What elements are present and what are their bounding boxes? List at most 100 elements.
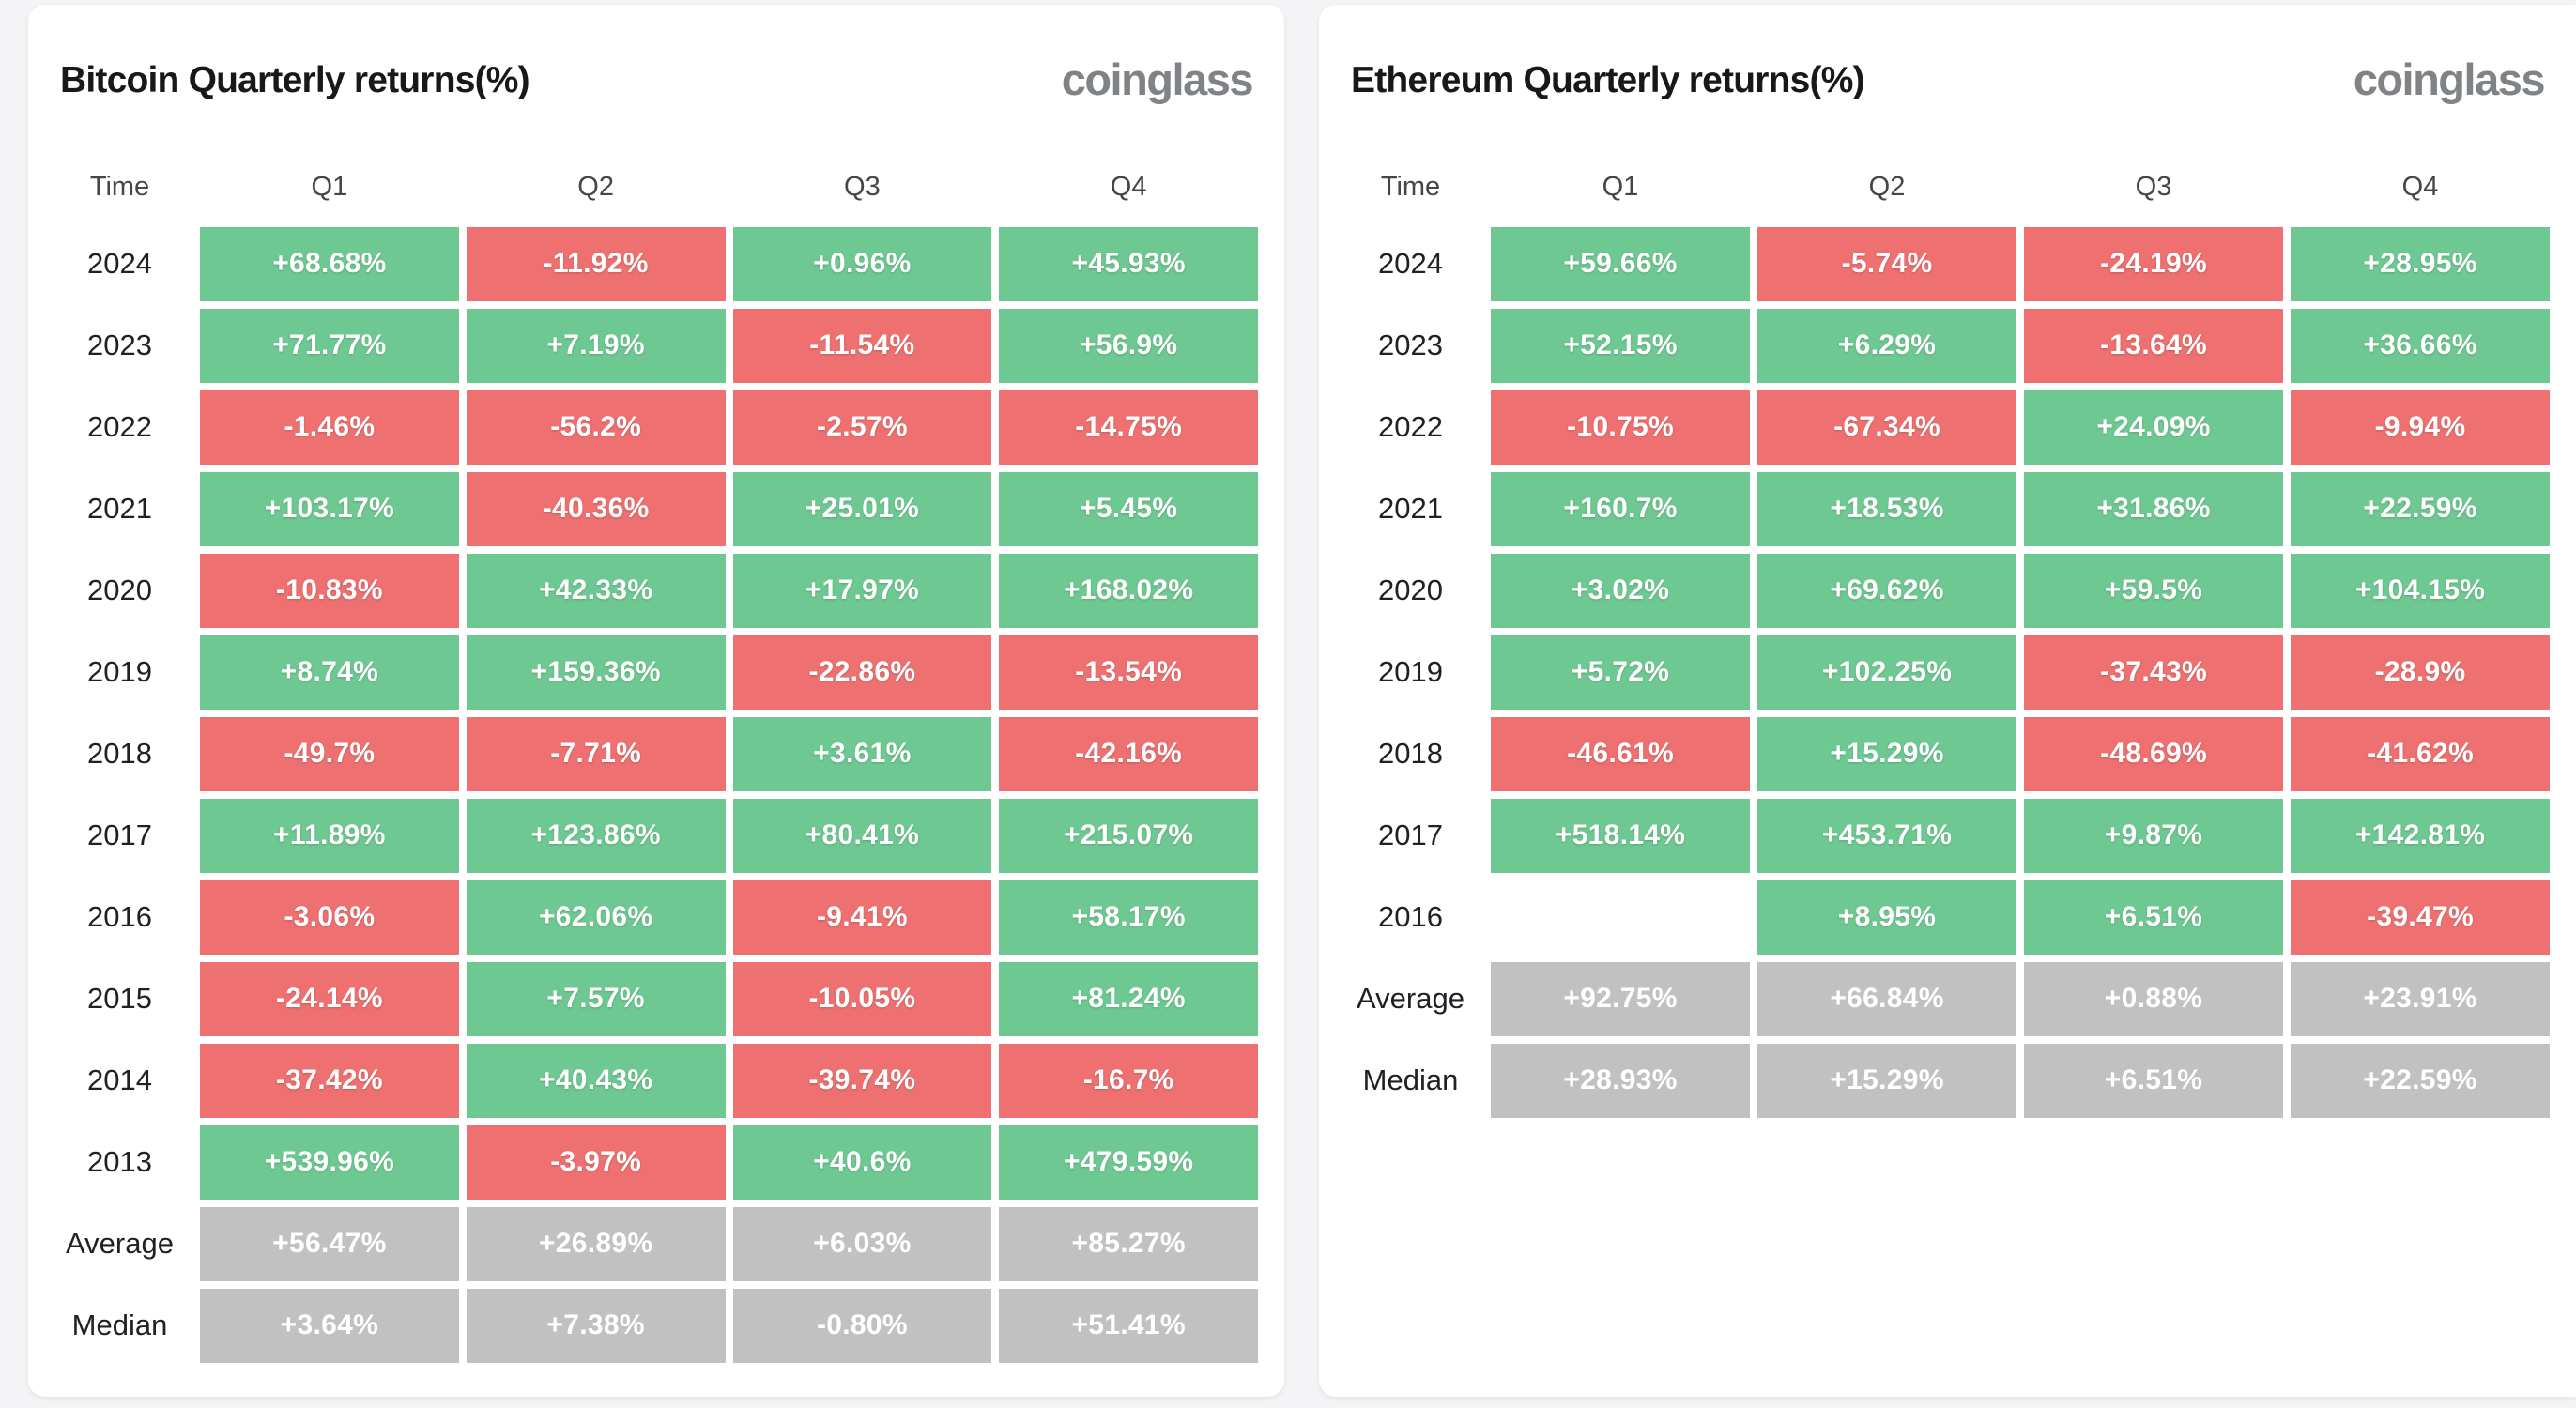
- return-cell: +3.02%: [1491, 553, 1750, 628]
- row-label: 2022: [87, 410, 152, 444]
- row-label: 2021: [87, 492, 152, 526]
- return-cell: +45.93%: [999, 226, 1258, 301]
- coinglass-logo: coinglass: [2353, 54, 2546, 104]
- return-cell: +59.5%: [2024, 553, 2283, 628]
- return-cell: +28.95%: [2291, 226, 2550, 301]
- return-cell: -7.71%: [466, 716, 726, 791]
- bitcoin-returns-table: Time Q1 Q2 Q3 Q4 2024 +68.68% -11.92% +0.96% +45.…: [47, 156, 1258, 1363]
- return-cell: +6.03%: [732, 1206, 992, 1281]
- return-cell: +0.88%: [2024, 961, 2283, 1036]
- return-cell: +80.41%: [732, 798, 992, 873]
- return-cell: -13.64%: [2024, 308, 2283, 383]
- return-cell: -39.47%: [2291, 880, 2550, 955]
- ethereum-returns-table: Time Q1 Q2 Q3 Q4 2024 +59.66% -5.74% -24.19% +28.…: [1338, 156, 2550, 1118]
- return-cell: +104.15%: [2291, 553, 2550, 628]
- return-cell: -48.69%: [2024, 716, 2283, 791]
- row-label: 2018: [1378, 737, 1443, 771]
- return-cell: +26.89%: [466, 1206, 726, 1281]
- row-label: 2019: [1378, 655, 1443, 689]
- row-label: 2023: [1378, 329, 1443, 362]
- return-cell: +24.09%: [2024, 390, 2283, 465]
- return-cell: +7.38%: [466, 1288, 726, 1363]
- time-column-header: Time: [1380, 172, 1441, 203]
- return-cell: -39.74%: [732, 1043, 992, 1118]
- return-cell: +71.77%: [200, 308, 459, 383]
- row-label: 2024: [87, 247, 152, 281]
- return-cell: +22.59%: [2291, 1043, 2550, 1118]
- return-cell: +9.87%: [2024, 798, 2283, 873]
- row-label: 2020: [1378, 574, 1443, 607]
- return-cell: +15.29%: [1757, 1043, 2016, 1118]
- card-header: Ethereum Quarterly returns(%) coinglass: [1338, 44, 2550, 107]
- page-title: Ethereum Quarterly returns(%): [1351, 60, 1865, 100]
- row-label: Average: [66, 1227, 174, 1261]
- return-cell: +123.86%: [466, 798, 726, 873]
- return-cell: +0.96%: [732, 226, 992, 301]
- return-cell: -11.92%: [466, 226, 726, 301]
- return-cell: -42.16%: [999, 716, 1258, 791]
- return-cell: -3.97%: [466, 1125, 726, 1200]
- return-cell: +56.47%: [200, 1206, 459, 1281]
- return-cell: +28.93%: [1491, 1043, 1750, 1118]
- row-label: 2023: [87, 329, 152, 362]
- return-cell: -28.9%: [2291, 635, 2550, 710]
- return-cell: +58.17%: [999, 880, 1258, 955]
- bitcoin-returns-card: Bitcoin Quarterly returns(%) coinglass Tim…: [28, 5, 1284, 1397]
- return-cell: -14.75%: [999, 390, 1258, 465]
- return-cell: +52.15%: [1491, 308, 1750, 383]
- return-cell: -37.43%: [2024, 635, 2283, 710]
- return-cell: +40.43%: [466, 1043, 726, 1118]
- return-cell: +5.45%: [999, 471, 1258, 546]
- return-cell: +31.86%: [2024, 471, 2283, 546]
- return-cell: -49.7%: [200, 716, 459, 791]
- row-label: Median: [1362, 1064, 1459, 1097]
- row-label: 2016: [1378, 900, 1443, 934]
- return-cell: +66.84%: [1757, 961, 2016, 1036]
- row-label: 2020: [87, 574, 152, 607]
- row-label: 2019: [87, 655, 152, 689]
- return-cell: -1.46%: [200, 390, 459, 465]
- row-label: 2016: [87, 900, 152, 934]
- return-cell: -5.74%: [1757, 226, 2016, 301]
- return-cell: +102.25%: [1757, 635, 2016, 710]
- return-cell: -3.06%: [200, 880, 459, 955]
- row-label: Median: [71, 1309, 168, 1342]
- return-cell: +15.29%: [1757, 716, 2016, 791]
- return-cell: -11.54%: [732, 308, 992, 383]
- return-cell: [1491, 880, 1750, 955]
- return-cell: -10.75%: [1491, 390, 1750, 465]
- quarter-column-header: Q1: [311, 172, 348, 203]
- card-header: Bitcoin Quarterly returns(%) coinglass: [47, 44, 1258, 107]
- return-cell: +103.17%: [200, 471, 459, 546]
- return-cell: +17.97%: [732, 553, 992, 628]
- row-label: 2017: [87, 819, 152, 852]
- return-cell: +51.41%: [999, 1288, 1258, 1363]
- return-cell: -24.14%: [200, 961, 459, 1036]
- return-cell: -9.41%: [732, 880, 992, 955]
- return-cell: +159.36%: [466, 635, 726, 710]
- return-cell: +62.06%: [466, 880, 726, 955]
- row-label: 2013: [87, 1145, 152, 1179]
- return-cell: +539.96%: [200, 1125, 459, 1200]
- return-cell: +22.59%: [2291, 471, 2550, 546]
- return-cell: +42.33%: [466, 553, 726, 628]
- row-label: 2022: [1378, 410, 1443, 444]
- time-column-header: Time: [89, 172, 150, 203]
- return-cell: -41.62%: [2291, 716, 2550, 791]
- return-cell: +8.95%: [1757, 880, 2016, 955]
- return-cell: -40.36%: [466, 471, 726, 546]
- return-cell: -13.54%: [999, 635, 1258, 710]
- return-cell: +7.57%: [466, 961, 726, 1036]
- return-cell: -37.42%: [200, 1043, 459, 1118]
- return-cell: +56.9%: [999, 308, 1258, 383]
- return-cell: +18.53%: [1757, 471, 2016, 546]
- ethereum-returns-card: Ethereum Quarterly returns(%) coinglass Ti…: [1319, 5, 2576, 1397]
- return-cell: -10.83%: [200, 553, 459, 628]
- row-label: 2018: [87, 737, 152, 771]
- quarter-column-header: Q2: [1868, 172, 1906, 203]
- return-cell: -24.19%: [2024, 226, 2283, 301]
- return-cell: -0.80%: [732, 1288, 992, 1363]
- return-cell: +215.07%: [999, 798, 1258, 873]
- return-cell: +85.27%: [999, 1206, 1258, 1281]
